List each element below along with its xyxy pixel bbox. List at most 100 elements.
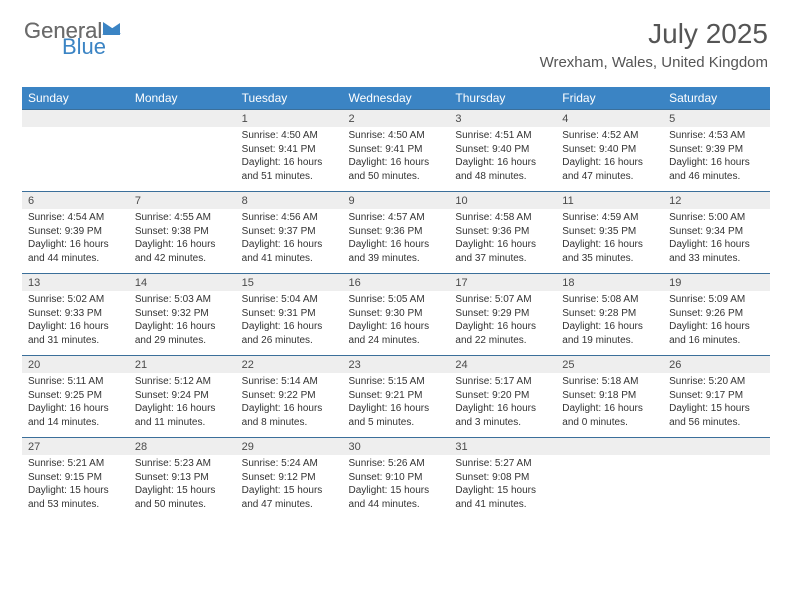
day-8-number: 8 — [236, 192, 343, 210]
day-15-daylight-2: and 26 minutes. — [242, 334, 337, 348]
day-15-info: Sunrise: 5:04 AMSunset: 9:31 PMDaylight:… — [236, 291, 343, 356]
day-22-sunset: Sunset: 9:22 PM — [242, 389, 337, 403]
day-23-daylight-1: Daylight: 16 hours — [349, 402, 444, 416]
empty-cell — [129, 110, 236, 128]
day-header-saturday: Saturday — [663, 87, 770, 110]
day-3-daylight-1: Daylight: 16 hours — [455, 156, 550, 170]
day-13-daylight-2: and 31 minutes. — [28, 334, 123, 348]
day-17-number: 17 — [449, 274, 556, 292]
day-26-sunset: Sunset: 9:17 PM — [669, 389, 764, 403]
day-11-daylight-1: Daylight: 16 hours — [562, 238, 657, 252]
day-28-sunset: Sunset: 9:13 PM — [135, 471, 230, 485]
day-28-daylight-2: and 50 minutes. — [135, 498, 230, 512]
day-13-number: 13 — [22, 274, 129, 292]
empty-cell — [556, 455, 663, 519]
day-9-number: 9 — [343, 192, 450, 210]
day-10-info: Sunrise: 4:58 AMSunset: 9:36 PMDaylight:… — [449, 209, 556, 274]
day-7-daylight-2: and 42 minutes. — [135, 252, 230, 266]
day-13-sunrise: Sunrise: 5:02 AM — [28, 293, 123, 307]
week-4-info-row: Sunrise: 5:11 AMSunset: 9:25 PMDaylight:… — [22, 373, 770, 438]
day-3-daylight-2: and 48 minutes. — [455, 170, 550, 184]
day-29-info: Sunrise: 5:24 AMSunset: 9:12 PMDaylight:… — [236, 455, 343, 519]
day-9-sunset: Sunset: 9:36 PM — [349, 225, 444, 239]
day-30-daylight-2: and 44 minutes. — [349, 498, 444, 512]
day-15-sunrise: Sunrise: 5:04 AM — [242, 293, 337, 307]
day-3-number: 3 — [449, 110, 556, 128]
day-4-info: Sunrise: 4:52 AMSunset: 9:40 PMDaylight:… — [556, 127, 663, 192]
day-1-number: 1 — [236, 110, 343, 128]
day-10-number: 10 — [449, 192, 556, 210]
day-17-sunrise: Sunrise: 5:07 AM — [455, 293, 550, 307]
day-16-sunset: Sunset: 9:30 PM — [349, 307, 444, 321]
day-21-sunrise: Sunrise: 5:12 AM — [135, 375, 230, 389]
day-7-sunset: Sunset: 9:38 PM — [135, 225, 230, 239]
day-20-daylight-1: Daylight: 16 hours — [28, 402, 123, 416]
day-19-sunrise: Sunrise: 5:09 AM — [669, 293, 764, 307]
day-19-info: Sunrise: 5:09 AMSunset: 9:26 PMDaylight:… — [663, 291, 770, 356]
day-5-sunrise: Sunrise: 4:53 AM — [669, 129, 764, 143]
empty-cell — [22, 110, 129, 128]
day-4-daylight-2: and 47 minutes. — [562, 170, 657, 184]
day-11-daylight-2: and 35 minutes. — [562, 252, 657, 266]
day-9-daylight-2: and 39 minutes. — [349, 252, 444, 266]
day-29-sunset: Sunset: 9:12 PM — [242, 471, 337, 485]
day-13-info: Sunrise: 5:02 AMSunset: 9:33 PMDaylight:… — [22, 291, 129, 356]
day-8-daylight-1: Daylight: 16 hours — [242, 238, 337, 252]
empty-cell — [22, 127, 129, 192]
day-18-daylight-2: and 19 minutes. — [562, 334, 657, 348]
week-3-info-row: Sunrise: 5:02 AMSunset: 9:33 PMDaylight:… — [22, 291, 770, 356]
day-30-sunset: Sunset: 9:10 PM — [349, 471, 444, 485]
day-5-info: Sunrise: 4:53 AMSunset: 9:39 PMDaylight:… — [663, 127, 770, 192]
month-title: July 2025 — [540, 18, 768, 50]
day-23-sunset: Sunset: 9:21 PM — [349, 389, 444, 403]
week-4-daynum-row: 20212223242526 — [22, 356, 770, 374]
day-21-daylight-2: and 11 minutes. — [135, 416, 230, 430]
day-10-sunrise: Sunrise: 4:58 AM — [455, 211, 550, 225]
day-29-daylight-2: and 47 minutes. — [242, 498, 337, 512]
day-30-info: Sunrise: 5:26 AMSunset: 9:10 PMDaylight:… — [343, 455, 450, 519]
day-9-sunrise: Sunrise: 4:57 AM — [349, 211, 444, 225]
day-6-info: Sunrise: 4:54 AMSunset: 9:39 PMDaylight:… — [22, 209, 129, 274]
day-22-daylight-1: Daylight: 16 hours — [242, 402, 337, 416]
day-5-sunset: Sunset: 9:39 PM — [669, 143, 764, 157]
day-2-sunrise: Sunrise: 4:50 AM — [349, 129, 444, 143]
day-31-daylight-2: and 41 minutes. — [455, 498, 550, 512]
day-7-number: 7 — [129, 192, 236, 210]
location-subtitle: Wrexham, Wales, United Kingdom — [540, 54, 768, 71]
day-18-daylight-1: Daylight: 16 hours — [562, 320, 657, 334]
day-21-info: Sunrise: 5:12 AMSunset: 9:24 PMDaylight:… — [129, 373, 236, 438]
day-2-daylight-1: Daylight: 16 hours — [349, 156, 444, 170]
day-16-number: 16 — [343, 274, 450, 292]
day-26-number: 26 — [663, 356, 770, 374]
day-24-daylight-2: and 3 minutes. — [455, 416, 550, 430]
logo-overlay: General Blue — [24, 18, 124, 70]
day-28-daylight-1: Daylight: 15 hours — [135, 484, 230, 498]
day-1-daylight-2: and 51 minutes. — [242, 170, 337, 184]
day-29-number: 29 — [236, 438, 343, 456]
day-18-sunset: Sunset: 9:28 PM — [562, 307, 657, 321]
day-11-number: 11 — [556, 192, 663, 210]
day-21-daylight-1: Daylight: 16 hours — [135, 402, 230, 416]
day-20-info: Sunrise: 5:11 AMSunset: 9:25 PMDaylight:… — [22, 373, 129, 438]
day-header-row: SundayMondayTuesdayWednesdayThursdayFrid… — [22, 87, 770, 110]
day-14-daylight-1: Daylight: 16 hours — [135, 320, 230, 334]
day-6-sunrise: Sunrise: 4:54 AM — [28, 211, 123, 225]
day-31-daylight-1: Daylight: 15 hours — [455, 484, 550, 498]
day-9-daylight-1: Daylight: 16 hours — [349, 238, 444, 252]
day-27-daylight-2: and 53 minutes. — [28, 498, 123, 512]
day-27-daylight-1: Daylight: 15 hours — [28, 484, 123, 498]
day-6-sunset: Sunset: 9:39 PM — [28, 225, 123, 239]
week-5-info-row: Sunrise: 5:21 AMSunset: 9:15 PMDaylight:… — [22, 455, 770, 519]
day-12-daylight-1: Daylight: 16 hours — [669, 238, 764, 252]
empty-cell — [556, 438, 663, 456]
day-14-info: Sunrise: 5:03 AMSunset: 9:32 PMDaylight:… — [129, 291, 236, 356]
day-16-daylight-1: Daylight: 16 hours — [349, 320, 444, 334]
empty-cell — [129, 127, 236, 192]
day-18-number: 18 — [556, 274, 663, 292]
day-5-daylight-1: Daylight: 16 hours — [669, 156, 764, 170]
day-4-sunrise: Sunrise: 4:52 AM — [562, 129, 657, 143]
day-31-info: Sunrise: 5:27 AMSunset: 9:08 PMDaylight:… — [449, 455, 556, 519]
day-7-sunrise: Sunrise: 4:55 AM — [135, 211, 230, 225]
day-15-number: 15 — [236, 274, 343, 292]
day-12-number: 12 — [663, 192, 770, 210]
